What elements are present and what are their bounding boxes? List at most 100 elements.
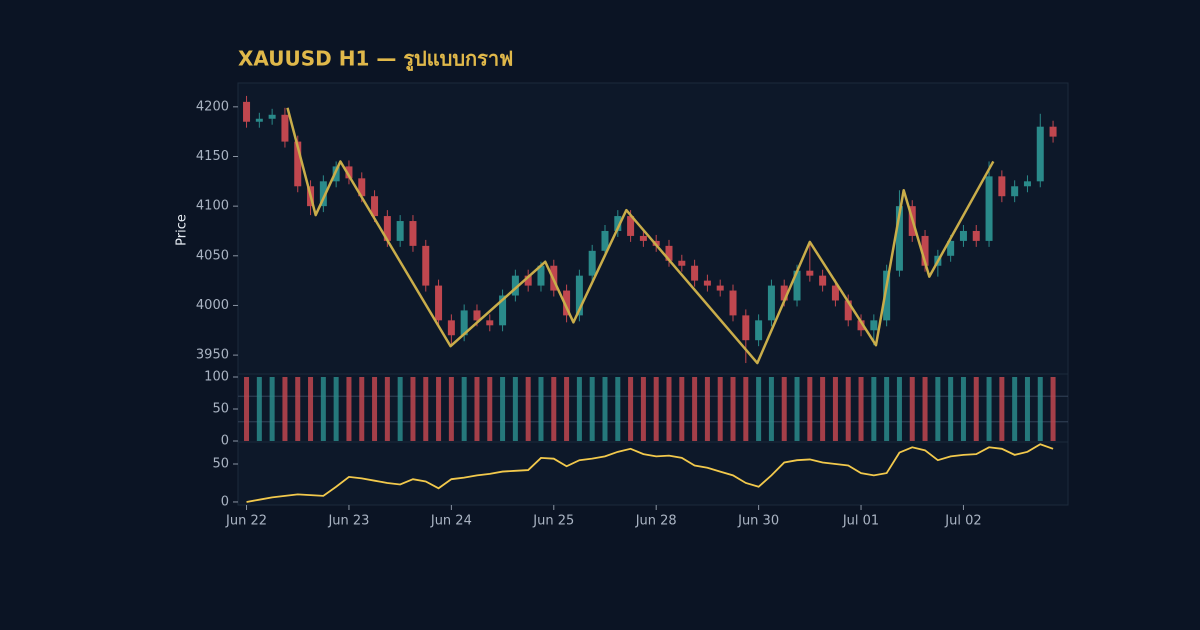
bar [244, 377, 250, 441]
candle-body [1023, 181, 1031, 187]
indicator-line [246, 443, 1054, 503]
candle-body [511, 275, 519, 296]
bar [346, 377, 352, 441]
y-tick-label: 0 [221, 494, 229, 509]
bar [1050, 377, 1056, 441]
zigzag-line [286, 107, 995, 365]
candle-body [844, 300, 852, 321]
candle-body [998, 176, 1006, 197]
candle-body [793, 270, 801, 301]
candle-body [409, 221, 417, 246]
candle-body [729, 290, 737, 316]
bar [653, 377, 659, 441]
bar [666, 377, 672, 441]
candle-body [639, 235, 647, 241]
bar [935, 377, 941, 441]
candle-body [806, 270, 814, 276]
bar [909, 377, 915, 441]
candle-body [742, 315, 750, 341]
candle-body [268, 114, 276, 119]
candle-body [396, 221, 404, 241]
candle-body [319, 181, 327, 207]
candle-body [447, 320, 455, 336]
bar [832, 377, 838, 441]
candle-body [883, 270, 891, 321]
candle-body [1049, 126, 1057, 137]
bar [282, 377, 288, 441]
bar [333, 377, 339, 441]
y-tick-label: 50 [212, 456, 229, 471]
candle-body [831, 285, 839, 301]
candle-body [819, 275, 827, 286]
candle-body [985, 176, 993, 241]
y-tick-label: 4100 [196, 199, 229, 214]
candle-body [486, 320, 494, 326]
bar [602, 377, 608, 441]
y-tick-label: 4150 [196, 149, 229, 164]
bar [487, 377, 493, 441]
bar [512, 377, 518, 441]
bar [871, 377, 877, 441]
bar [640, 377, 646, 441]
candle-body [972, 230, 980, 241]
bar [1012, 377, 1018, 441]
bar [423, 377, 429, 441]
bar [1024, 377, 1030, 441]
candle-body [243, 101, 251, 122]
candle-body [255, 118, 263, 122]
bar [564, 377, 570, 441]
bar [295, 377, 301, 441]
bar [256, 377, 262, 441]
x-tick-label: Jun 30 [737, 514, 779, 529]
bar [692, 377, 698, 441]
bar [615, 377, 621, 441]
bar [884, 377, 890, 441]
y-axis-label: Price [175, 214, 190, 246]
candle-body [921, 235, 929, 266]
candle-body [358, 178, 366, 197]
x-tick-label: Jul 01 [842, 514, 879, 529]
candle-body [767, 285, 775, 321]
candle-body [281, 114, 289, 142]
bar [436, 377, 442, 441]
candle-body [1036, 126, 1044, 182]
bar [704, 377, 710, 441]
y-tick-label: 100 [204, 370, 229, 385]
candle-body [575, 275, 583, 316]
bar [628, 377, 634, 441]
bar [474, 377, 480, 441]
bar [896, 377, 902, 441]
bar [922, 377, 928, 441]
candle-body [294, 141, 302, 187]
candle-body [614, 216, 622, 231]
bar [768, 377, 774, 441]
y-tick-label: 50 [212, 402, 229, 417]
candle-body [665, 245, 673, 261]
bar [320, 377, 326, 441]
y-tick-label: 0 [221, 434, 229, 449]
bar [845, 377, 851, 441]
candle-body [588, 250, 596, 276]
candle-body [524, 275, 532, 286]
x-tick-label: Jun 22 [225, 514, 267, 529]
bar [781, 377, 787, 441]
candle-body [959, 230, 967, 241]
candle-body [537, 265, 545, 286]
candle-body [473, 310, 481, 321]
bar [269, 377, 275, 441]
candle-body [678, 260, 686, 266]
bar [717, 377, 723, 441]
bar [948, 377, 954, 441]
candle-body [422, 245, 430, 286]
bar [986, 377, 992, 441]
chart-title: XAUUSD H1 — รูปแบบกราฟ [238, 47, 513, 73]
bar [973, 377, 979, 441]
candle-body [345, 166, 353, 179]
bar [576, 377, 582, 441]
bar [461, 377, 467, 441]
candle-body [601, 230, 609, 251]
candle-body [332, 166, 340, 182]
bar [743, 377, 749, 441]
candle-body [563, 290, 571, 316]
